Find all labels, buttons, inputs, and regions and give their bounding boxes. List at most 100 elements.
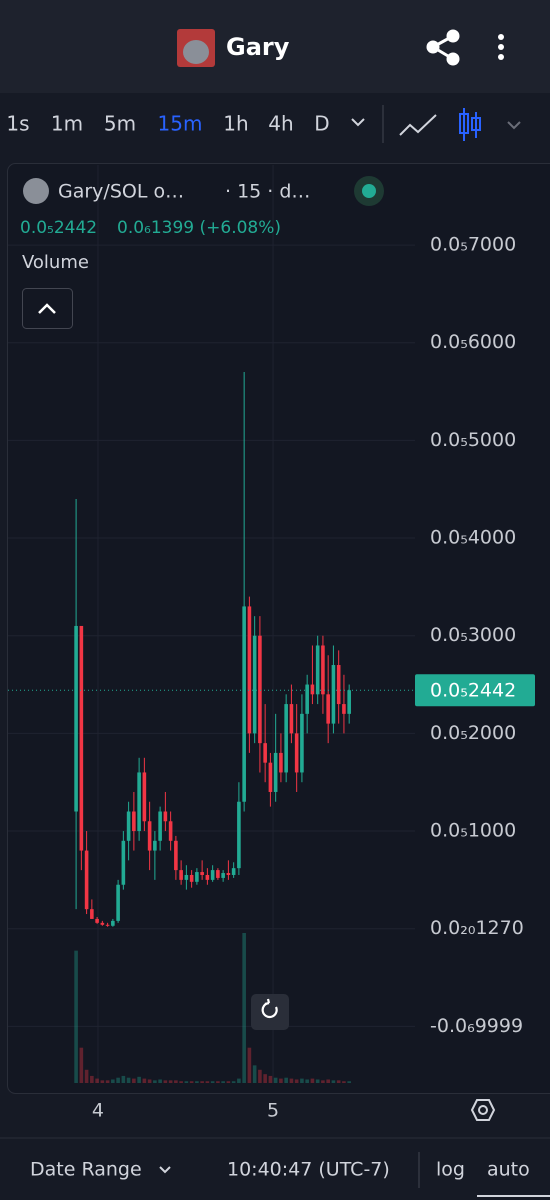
interval-button[interactable]: 4h: [268, 112, 293, 136]
status-dot: [362, 184, 376, 198]
candle-body: [221, 873, 225, 878]
y-tick-label: 0.0₂₀1270: [430, 917, 524, 939]
volume-bar: [153, 1080, 157, 1083]
legend-change: 0.0₆1399 (+6.08%): [117, 218, 281, 238]
candle-body: [315, 645, 320, 695]
volume-bar: [321, 1080, 325, 1083]
candle-body: [84, 850, 89, 910]
volume-bar: [79, 1047, 84, 1083]
candle-body: [252, 635, 257, 734]
volume-bar: [195, 1081, 199, 1083]
candle-body: [126, 811, 131, 841]
candle-body: [305, 684, 309, 714]
volume-bar: [231, 1081, 236, 1083]
interval-button[interactable]: 15m: [158, 112, 203, 136]
candle-body: [184, 874, 189, 880]
menu-button[interactable]: [498, 34, 504, 60]
candle-body: [326, 694, 330, 724]
y-tick-label: 0.0₅4000: [430, 527, 516, 549]
collapse-button[interactable]: [22, 288, 73, 329]
interval-more[interactable]: [351, 118, 365, 127]
candle-body: [200, 872, 204, 875]
volume-bar: [200, 1081, 204, 1083]
y-tick-label: 0.0₅6000: [430, 331, 516, 353]
interval-button[interactable]: 1h: [223, 112, 248, 136]
candle-body: [216, 870, 220, 878]
candle-body: [321, 645, 325, 695]
y-tick-label: 0.0₅5000: [430, 429, 516, 451]
interval-button[interactable]: 1m: [51, 112, 83, 136]
candle-body: [268, 762, 273, 792]
volume-bar: [147, 1079, 152, 1083]
chart-pane: [7, 163, 550, 1094]
volume-bar: [226, 1081, 231, 1083]
volume-bar: [121, 1075, 126, 1083]
volume-bar: [111, 1079, 115, 1083]
app-bar: [0, 0, 550, 93]
settings-button[interactable]: [470, 1099, 496, 1121]
auto-toggle[interactable]: auto: [487, 1159, 530, 1181]
interval-button[interactable]: D: [314, 112, 329, 136]
candle-body: [142, 772, 147, 822]
candle-chart-button[interactable]: [459, 108, 481, 141]
candle-body: [195, 872, 199, 882]
interval-button[interactable]: 5m: [104, 112, 136, 136]
volume-bar: [189, 1081, 194, 1083]
volume-bar: [179, 1081, 183, 1083]
candle-body: [242, 606, 246, 802]
candle-body: [284, 704, 288, 773]
date-range-button[interactable]: Date Range: [30, 1159, 142, 1181]
volume-bar: [273, 1077, 278, 1083]
volume-bar: [100, 1080, 105, 1083]
volume-bar: [315, 1079, 320, 1083]
volume-bar: [90, 1075, 94, 1083]
volume-bar: [252, 1065, 257, 1083]
y-tick-label: -0.0₆9999: [430, 1015, 523, 1037]
volume-bar: [279, 1078, 283, 1083]
candle-body: [100, 922, 105, 925]
share-button[interactable]: [426, 29, 460, 66]
volume-bar: [168, 1080, 173, 1083]
y-tick-label: 0.0₅3000: [430, 624, 516, 646]
volume-bar: [216, 1081, 220, 1083]
volume-bar: [205, 1081, 210, 1083]
app-title: Gary: [226, 33, 290, 61]
line-chart-button[interactable]: [399, 114, 437, 136]
candle-body: [273, 752, 278, 792]
candle-body: [336, 665, 341, 705]
x-tick-label: 4: [92, 1100, 104, 1122]
volume-bar: [247, 1047, 252, 1083]
candle-body: [226, 873, 231, 875]
collapse-icon: [38, 303, 56, 314]
candle-body: [205, 874, 210, 880]
candle-body: [231, 868, 236, 875]
candle-body: [342, 704, 346, 714]
volume-bar: [137, 1076, 141, 1083]
candle-body: [263, 743, 267, 763]
candle-body: [74, 625, 78, 812]
plot-area: 0.0₅7000 0.0₅6000 0.0₅5000 0.0₅4000 0.0₅3000…: [8, 165, 535, 1122]
volume-bar: [342, 1081, 346, 1083]
symbol: Gary/SOL o…: [58, 181, 184, 203]
volume-bar: [289, 1078, 294, 1083]
candle-body: [116, 884, 120, 921]
candle-body: [153, 840, 157, 851]
volume-bar: [84, 1069, 89, 1083]
candle-body: [132, 811, 136, 832]
volume-bar: [210, 1081, 215, 1083]
candle-body: [79, 625, 84, 851]
chart-type-more[interactable]: [507, 121, 521, 130]
volume-bar: [242, 933, 246, 1083]
interval-button[interactable]: 1s: [6, 112, 29, 136]
candle-body: [294, 733, 299, 773]
volume-bar: [310, 1078, 315, 1083]
reset-button[interactable]: [251, 994, 289, 1030]
candle-body: [147, 821, 152, 851]
candle-body: [168, 821, 173, 841]
candle-body: [121, 840, 126, 885]
candle-body: [95, 918, 99, 923]
log-toggle[interactable]: log: [436, 1159, 465, 1181]
volume-bar: [95, 1078, 99, 1083]
candle-body: [300, 713, 304, 773]
volume-bar: [258, 1069, 262, 1083]
